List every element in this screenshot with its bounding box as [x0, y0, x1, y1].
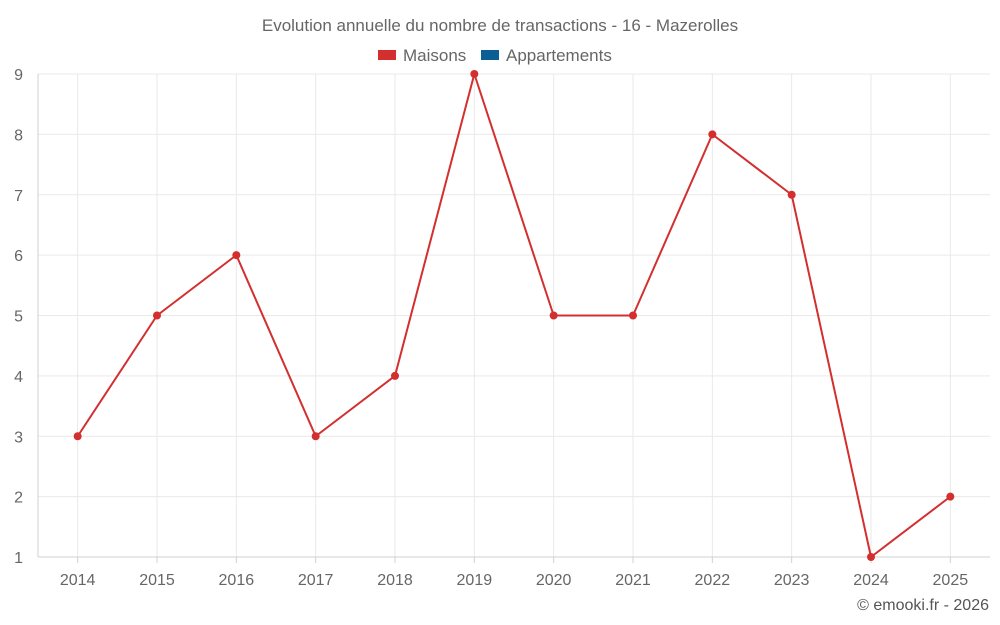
x-tick-label: 2021	[615, 572, 651, 589]
data-point[interactable]	[946, 492, 955, 501]
y-tick-label: 3	[14, 429, 23, 446]
data-point[interactable]	[470, 70, 479, 78]
x-tick-label: 2022	[695, 572, 731, 589]
y-tick-label: 9	[14, 67, 23, 84]
legend-swatch-appartements	[481, 50, 499, 60]
data-point[interactable]	[708, 130, 717, 139]
credit-text: © emooki.fr - 2026	[857, 597, 989, 614]
legend-label-maisons: Maisons	[403, 46, 466, 65]
data-point[interactable]	[311, 432, 320, 441]
legend-swatch-maisons	[378, 50, 396, 60]
x-tick-label: 2016	[219, 572, 255, 589]
x-axis: 2014 2015 2016 2017 2018 2019 2020 2021 2022 2023…	[38, 556, 990, 589]
x-tick-label: 2018	[377, 572, 413, 589]
x-tick-label: 2014	[60, 572, 96, 589]
y-tick-label: 2	[14, 490, 23, 507]
data-point[interactable]	[787, 190, 796, 199]
legend: Maisons Appartements	[378, 46, 612, 65]
data-point[interactable]	[867, 553, 875, 561]
legend-item-maisons[interactable]: Maisons	[378, 46, 466, 65]
x-tick-label: 2015	[139, 572, 175, 589]
y-tick-label: 8	[14, 127, 23, 144]
grid	[38, 73, 990, 557]
data-point[interactable]	[629, 311, 637, 320]
x-tick-label: 2017	[298, 572, 334, 589]
data-point[interactable]	[391, 371, 399, 380]
y-tick-label: 7	[14, 188, 23, 205]
y-tick-label: 5	[14, 309, 23, 326]
y-tick-label: 6	[14, 248, 23, 265]
x-tick-label: 2025	[933, 572, 969, 589]
data-point[interactable]	[73, 432, 82, 441]
x-tick-label: 2023	[774, 572, 810, 589]
data-point[interactable]	[153, 311, 161, 320]
series-line-maisons	[76, 73, 951, 558]
y-axis: 1 2 3 4 5 6 7 8 9	[14, 67, 39, 567]
legend-label-appartements: Appartements	[506, 46, 612, 65]
chart-title: Evolution annuelle du nombre de transact…	[262, 16, 738, 35]
y-tick-label: 1	[14, 550, 23, 567]
x-tick-label: 2019	[457, 572, 493, 589]
data-point[interactable]	[549, 311, 558, 320]
series-layer	[73, 70, 955, 561]
y-tick-label: 4	[14, 369, 23, 386]
legend-item-appartements[interactable]: Appartements	[481, 46, 612, 65]
x-tick-label: 2020	[536, 572, 572, 589]
data-point[interactable]	[232, 251, 241, 260]
x-tick-label: 2024	[853, 572, 889, 589]
